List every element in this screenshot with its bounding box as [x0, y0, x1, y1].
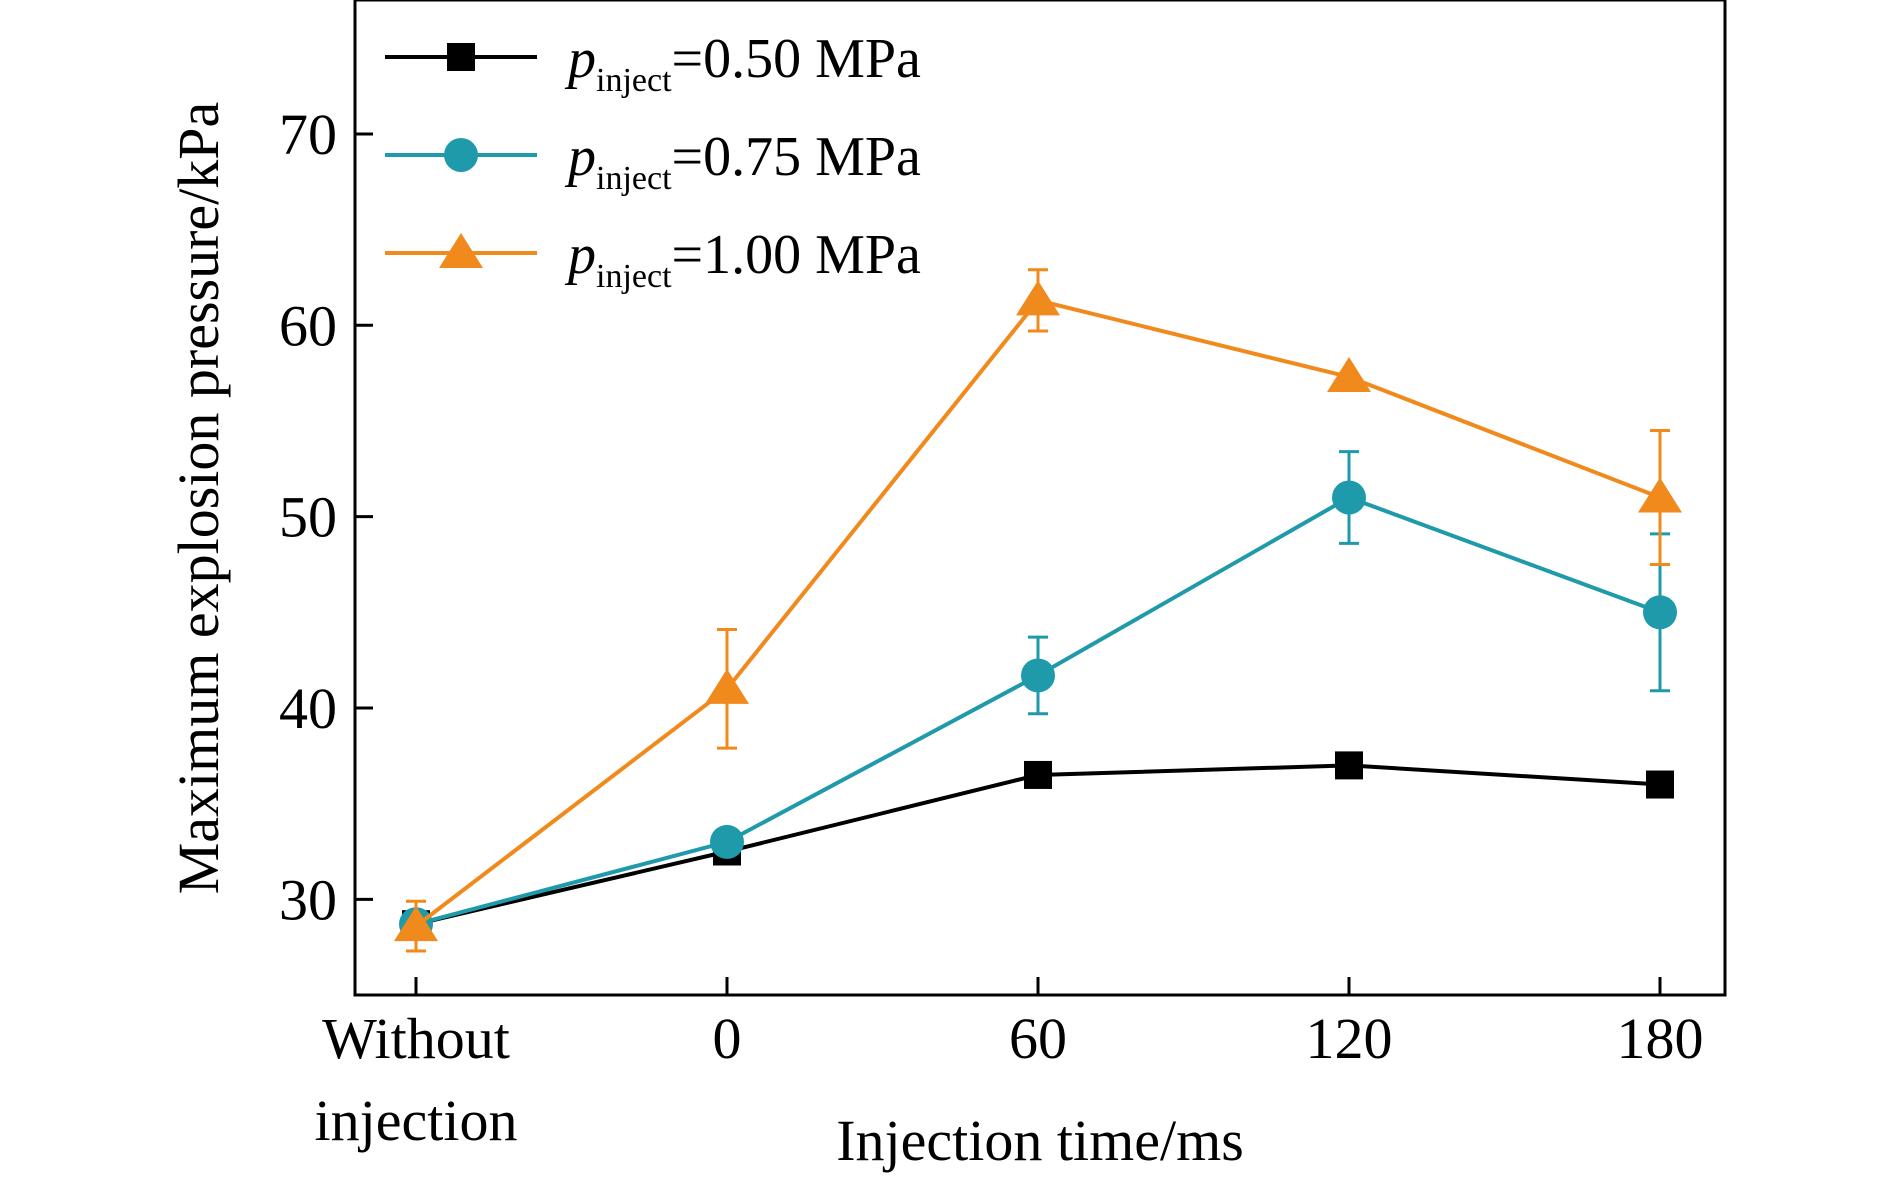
legend-subscript: inject [596, 258, 672, 295]
data-point [1016, 280, 1060, 316]
legend-item-3: pinject=1.00 MPa [385, 224, 921, 295]
data-point [1024, 760, 1052, 789]
x-tick-label: injection [315, 1088, 518, 1153]
data-point [1643, 595, 1677, 630]
x-axis-label: Injection time/ms [836, 1108, 1244, 1173]
legend-value: =0.50 MPa [672, 28, 922, 90]
legend-subscript: inject [596, 160, 672, 197]
legend-subscript: inject [596, 62, 672, 99]
data-point [394, 906, 438, 942]
legend-label: pinject=0.50 MPa [564, 28, 921, 99]
legend-symbol: p [564, 28, 596, 90]
legend-label: pinject=0.75 MPa [564, 126, 921, 197]
data-point [447, 43, 475, 71]
legend-symbol: p [564, 126, 596, 188]
legend-item-2: pinject=0.75 MPa [385, 126, 921, 197]
data-point [444, 138, 478, 172]
data-point [705, 668, 749, 704]
x-tick-label: 180 [1617, 1006, 1704, 1071]
y-tick-label: 70 [279, 102, 337, 167]
y-tick-label: 60 [279, 293, 337, 358]
series-layer [394, 268, 1682, 953]
data-point [1646, 770, 1674, 799]
data-point [1332, 480, 1366, 515]
data-point [1335, 751, 1363, 780]
y-tick-label: 40 [279, 676, 337, 741]
series-3 [394, 268, 1682, 953]
y-tick-label: 50 [279, 485, 337, 550]
y-axis: 30 40 50 60 70 [279, 102, 373, 932]
x-tick-label: 120 [1306, 1006, 1393, 1071]
x-tick-label: 0 [713, 1006, 742, 1071]
y-axis-label: Maximum explosion pressure/kPa [166, 102, 231, 895]
legend-label: pinject=1.00 MPa [564, 224, 921, 295]
plot-area [353, 0, 1727, 997]
legend-item-1: pinject=0.50 MPa [385, 28, 921, 99]
x-axis: Without injection 0 60 120 180 [315, 977, 1704, 1153]
data-point [1327, 356, 1371, 392]
y-tick-label: 30 [279, 867, 337, 932]
series-line [415, 763, 1661, 927]
x-tick-label: 60 [1009, 1006, 1067, 1071]
data-point [439, 233, 483, 268]
series-line [414, 298, 1661, 928]
series-1 [402, 751, 1674, 939]
legend-symbol: p [564, 224, 596, 286]
legend-value: =1.00 MPa [672, 224, 922, 286]
data-point [1021, 658, 1055, 693]
legend-value: =0.75 MPa [672, 126, 922, 188]
data-point [1638, 477, 1682, 513]
data-point [710, 824, 744, 859]
x-tick-label: Without [322, 1006, 510, 1071]
series-2 [399, 450, 1677, 942]
